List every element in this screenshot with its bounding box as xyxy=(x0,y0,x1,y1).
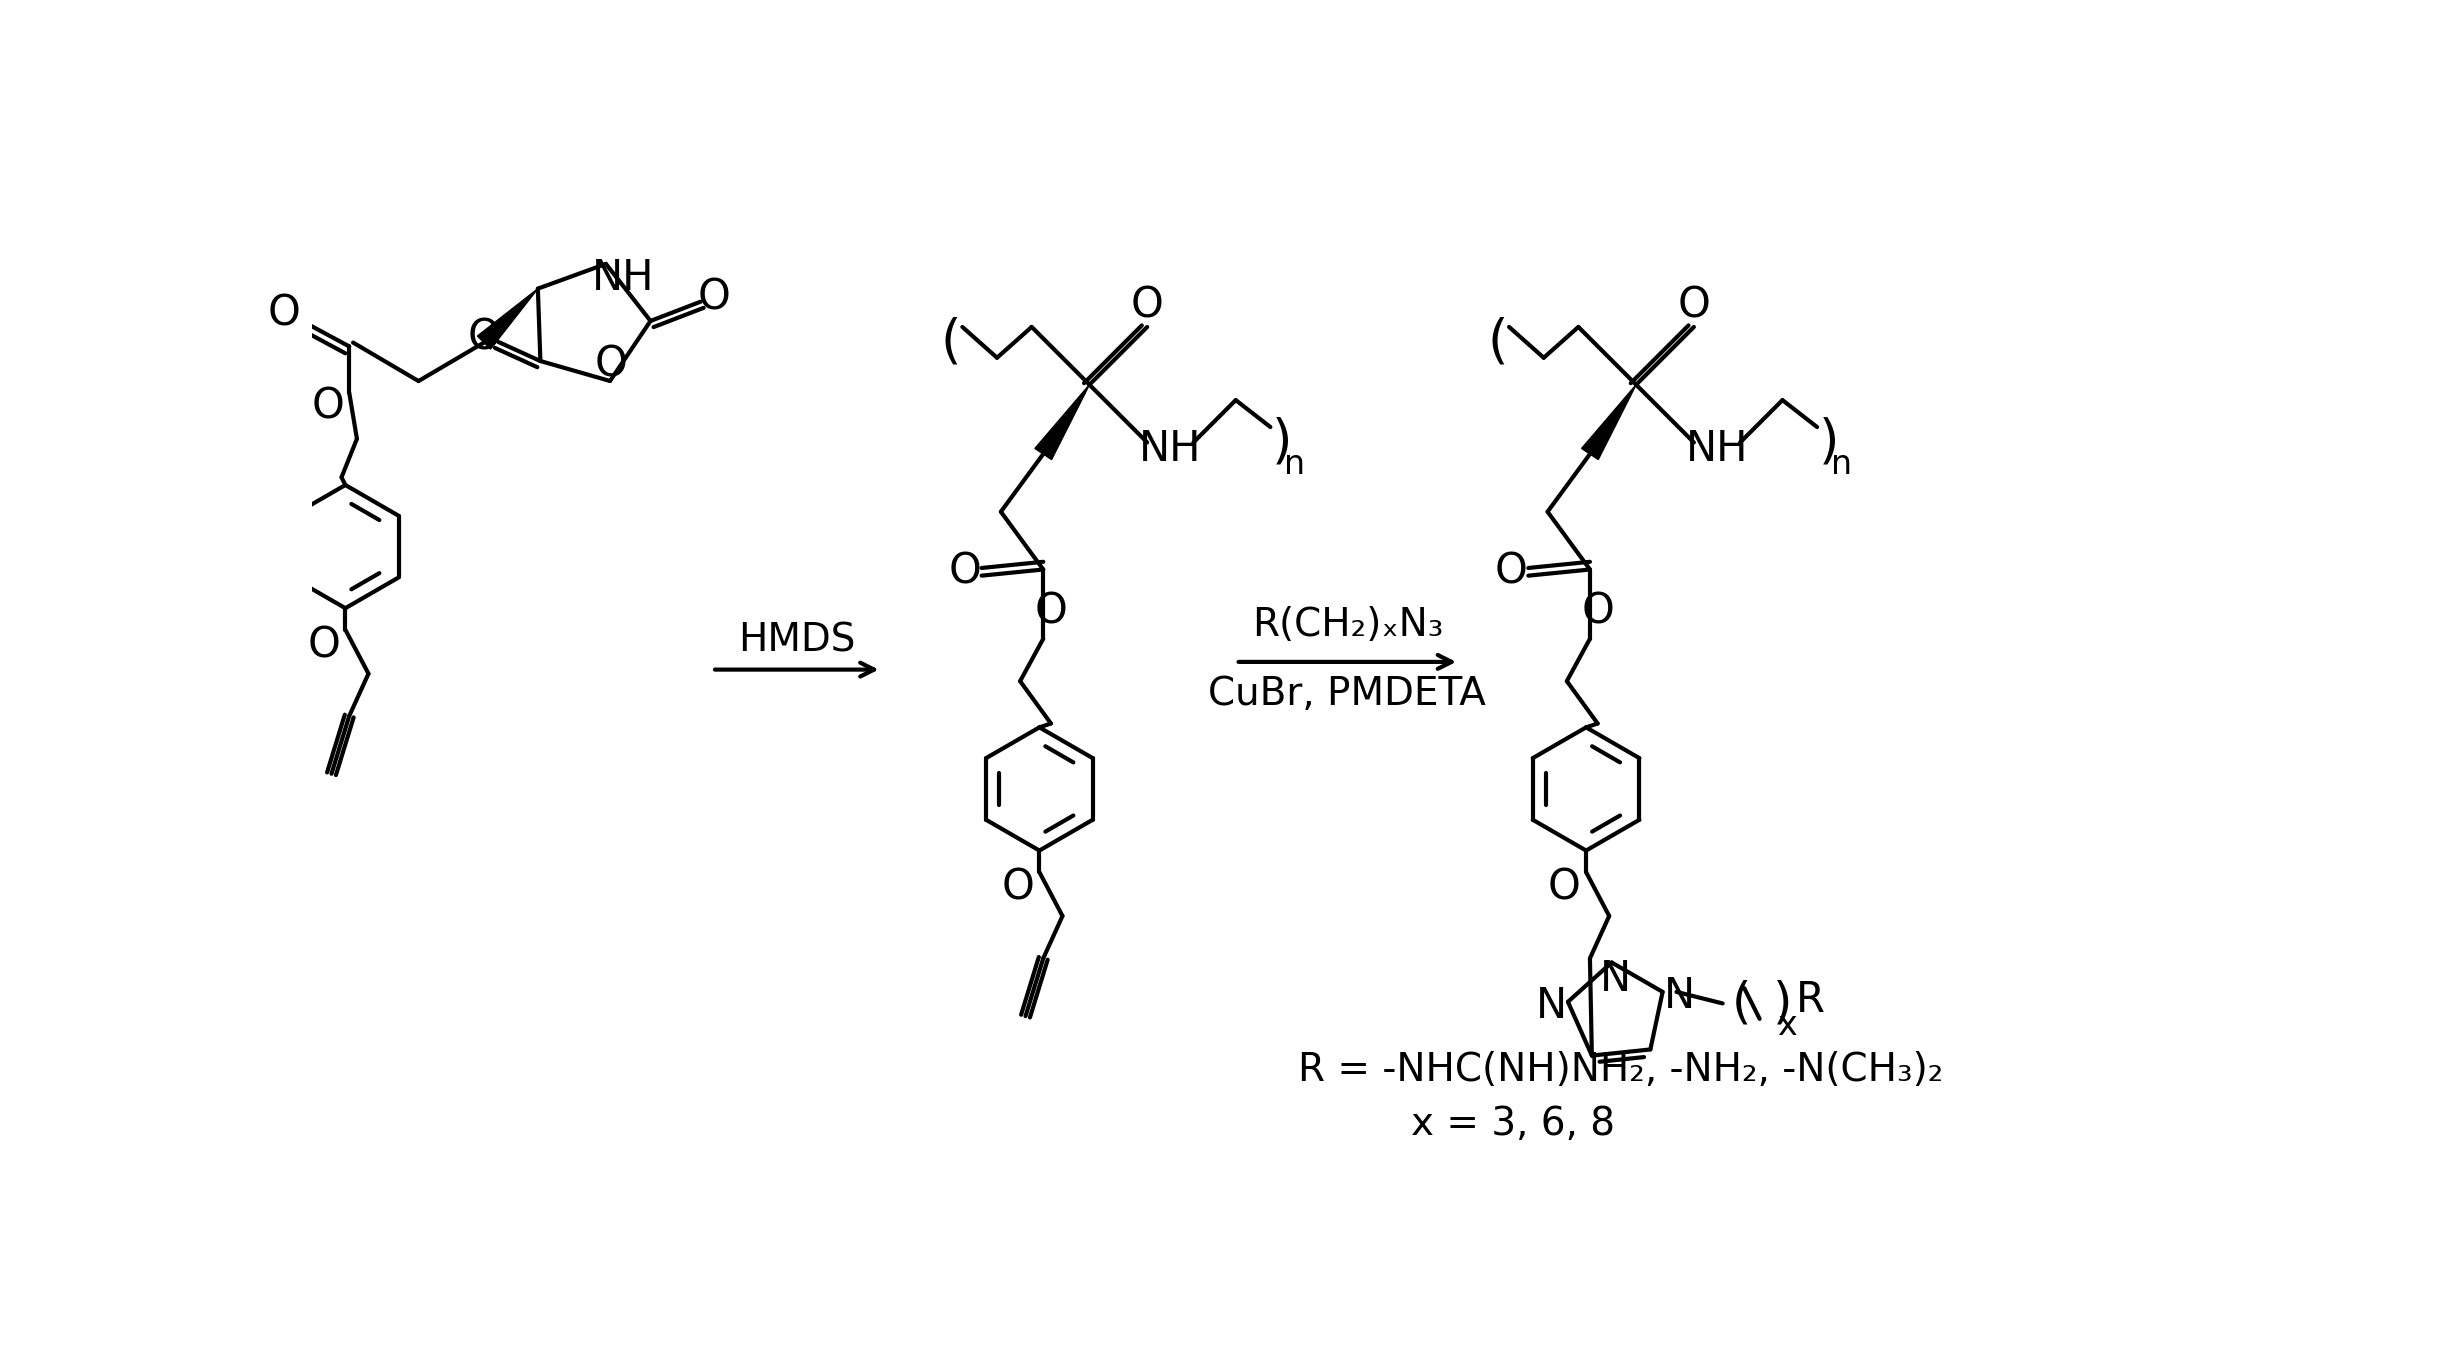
Text: (: ( xyxy=(1731,979,1751,1028)
Text: ): ) xyxy=(1819,417,1839,468)
Text: R = -NHC(NH)NH₂, -NH₂, -N(CH₃)₂: R = -NHC(NH)NH₂, -NH₂, -N(CH₃)₂ xyxy=(1298,1050,1944,1089)
Text: O: O xyxy=(1582,590,1614,633)
Text: N: N xyxy=(1599,959,1631,1001)
Text: n: n xyxy=(1831,448,1853,480)
Text: O: O xyxy=(594,343,628,385)
Polygon shape xyxy=(1034,385,1090,460)
Text: O: O xyxy=(311,386,345,428)
Text: O: O xyxy=(308,624,340,666)
Text: R: R xyxy=(1795,979,1824,1021)
Text: N: N xyxy=(1665,975,1694,1017)
Text: NH: NH xyxy=(1139,428,1200,469)
Polygon shape xyxy=(1582,385,1636,460)
Text: HMDS: HMDS xyxy=(738,621,856,659)
Text: x = 3, 6, 8: x = 3, 6, 8 xyxy=(1411,1104,1616,1143)
Text: NH: NH xyxy=(592,257,655,299)
Text: NH: NH xyxy=(1685,428,1748,469)
Text: O: O xyxy=(697,277,731,319)
Text: n: n xyxy=(1284,448,1306,480)
Text: CuBr, PMDETA: CuBr, PMDETA xyxy=(1208,675,1487,713)
Text: O: O xyxy=(1130,284,1164,327)
Text: O: O xyxy=(1494,551,1528,593)
Text: O: O xyxy=(267,292,301,335)
Text: (: ( xyxy=(941,316,961,369)
Text: ): ) xyxy=(1773,979,1792,1028)
Text: (: ( xyxy=(1487,316,1509,369)
Text: O: O xyxy=(1002,866,1034,908)
Text: O: O xyxy=(467,317,501,359)
Text: x: x xyxy=(1778,1009,1797,1041)
Text: O: O xyxy=(1034,590,1068,633)
Polygon shape xyxy=(477,289,538,350)
Text: O: O xyxy=(949,551,980,593)
Text: O: O xyxy=(1548,866,1582,908)
Text: N: N xyxy=(1535,985,1567,1026)
Text: ): ) xyxy=(1271,417,1293,468)
Text: R(CH₂)ₓN₃: R(CH₂)ₓN₃ xyxy=(1252,607,1443,644)
Text: O: O xyxy=(1677,284,1712,327)
